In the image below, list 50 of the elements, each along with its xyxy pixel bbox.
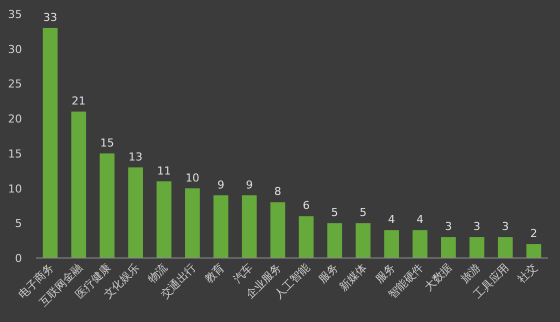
data-label: 10 <box>185 171 200 184</box>
bar <box>384 230 399 258</box>
bar <box>298 216 314 258</box>
bar <box>412 230 428 258</box>
bar <box>185 188 200 258</box>
y-tick-label: 15 <box>8 147 22 160</box>
data-label: 2 <box>530 227 538 240</box>
bar <box>71 112 86 258</box>
data-label: 13 <box>128 150 143 164</box>
data-label: 6 <box>302 199 310 212</box>
y-tick-label: 5 <box>15 217 22 230</box>
bar <box>356 223 371 258</box>
bar <box>128 167 143 258</box>
data-label: 4 <box>388 213 396 226</box>
bar <box>526 244 542 258</box>
bar <box>270 202 286 258</box>
bar <box>42 28 58 258</box>
bar <box>327 223 342 258</box>
x-tick-label: 汽车 <box>230 260 256 286</box>
bar <box>156 181 172 258</box>
bar <box>100 153 115 258</box>
bar <box>441 237 456 258</box>
y-tick-label: 0 <box>15 252 22 265</box>
x-tick-label: 社交 <box>515 260 540 286</box>
data-label: 15 <box>100 136 114 150</box>
data-label: 33 <box>43 10 58 24</box>
bar <box>213 195 228 258</box>
data-label: 11 <box>157 164 171 178</box>
data-label: 3 <box>473 220 480 234</box>
y-tick-label: 10 <box>8 182 22 196</box>
bar <box>498 237 513 258</box>
data-label: 4 <box>416 213 424 226</box>
data-label: 3 <box>502 220 509 234</box>
y-tick-label: 30 <box>8 42 22 56</box>
data-label: 8 <box>274 185 282 198</box>
x-tick-label: 大数据 <box>422 260 455 294</box>
data-label: 5 <box>331 206 338 220</box>
data-label: 3 <box>444 220 452 234</box>
bar <box>469 237 484 258</box>
y-tick-label: 20 <box>8 112 22 126</box>
data-label: 5 <box>360 206 367 220</box>
data-label: 9 <box>246 178 253 192</box>
bar <box>242 195 257 258</box>
data-label: 21 <box>72 94 86 108</box>
y-tick-label: 35 <box>8 8 22 21</box>
x-tick-label: 旅游 <box>458 260 484 286</box>
data-label: 9 <box>217 178 224 192</box>
x-tick-label: 新媒体 <box>336 260 370 294</box>
y-tick-label: 25 <box>8 78 22 91</box>
x-tick-label: 教育 <box>202 260 228 286</box>
